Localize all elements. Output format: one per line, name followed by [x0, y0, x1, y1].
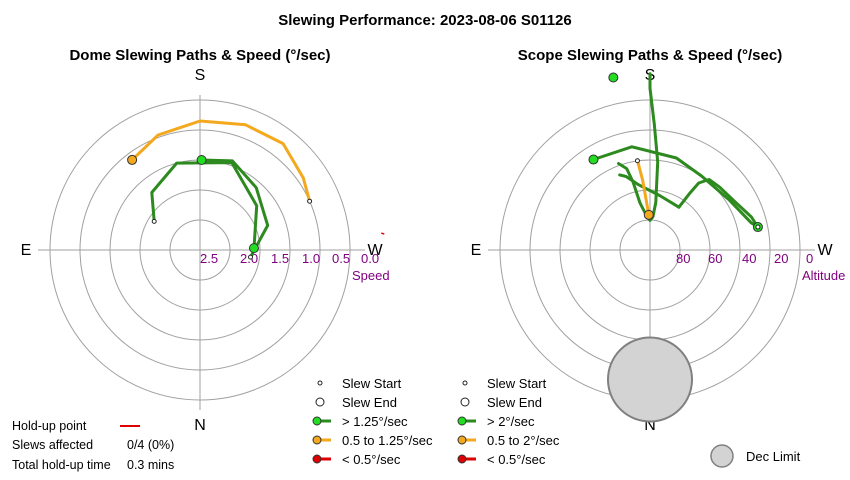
radial-tick-label: 0.0: [361, 251, 379, 266]
legend-label: Slew End: [342, 395, 397, 410]
slews-affected-label: Slews affected: [12, 438, 93, 452]
legend-label: > 2°/sec: [487, 414, 535, 429]
dome-grid: [38, 95, 365, 410]
dome-legend: Slew Start Slew End > 1.25°/sec 0.5 to 1.25…: [312, 376, 433, 467]
legend-dot-swatch: [457, 454, 467, 464]
radial-tick-label: 40: [742, 251, 756, 266]
dome-paths: [127, 119, 385, 260]
radial-tick-label: 60: [708, 251, 722, 266]
slew-path: [592, 145, 760, 229]
legend-end-symbol: [315, 397, 325, 407]
scope-compass-w: W: [817, 242, 833, 259]
radial-tick-label: 2.5: [200, 251, 218, 266]
slew-path: [677, 178, 760, 229]
legend-label: Slew End: [487, 395, 542, 410]
slew-path: [130, 119, 312, 203]
dome-compass-e: E: [21, 242, 32, 259]
scope-radial-label: Altitude: [802, 268, 845, 283]
dec-limit-circle: [607, 336, 693, 423]
slew-start-marker: [634, 158, 640, 164]
scope-paths: [588, 72, 763, 233]
legend-start-symbol: [462, 380, 468, 386]
dome-compass-w: W: [367, 242, 383, 259]
scope-legend: Slew Start Slew End > 2°/sec 0.5 to 2°/sec <…: [457, 376, 560, 467]
scope-radial-ticks: 80 60 40 20 0: [676, 251, 813, 266]
legend-label: Slew Start: [487, 376, 547, 391]
slew-start-marker: [151, 218, 157, 224]
slew-path: [150, 161, 259, 250]
dec-limit-legend: Dec Limit: [710, 444, 801, 468]
legend-dot-swatch: [457, 416, 467, 426]
dome-chart-title: Dome Slewing Paths & Speed (°/sec): [69, 47, 330, 64]
slew-end-marker: [608, 72, 619, 83]
legend-label: 0.5 to 2°/sec: [487, 433, 560, 448]
slew-path: [636, 159, 651, 217]
holdup-point-label: Hold-up point: [12, 419, 87, 433]
holdup-time-value: 0.3 mins: [127, 458, 174, 472]
dome-polar-chart: Dome Slewing Paths & Speed (°/sec) S N E…: [21, 47, 433, 467]
dec-limit-swatch: [710, 444, 734, 468]
dome-compass-s: S: [195, 67, 206, 84]
dec-limit-label: Dec Limit: [746, 449, 801, 464]
legend-dot-swatch: [312, 416, 322, 426]
dome-radial-label: Speed: [352, 268, 390, 283]
legend-end-symbol: [460, 397, 470, 407]
holdup-info: Hold-up point Slews affected 0/4 (0%) To…: [12, 419, 174, 472]
slew-start-marker: [248, 254, 254, 260]
slew-end-marker: [588, 154, 599, 165]
holdup-marker: [381, 232, 385, 235]
radial-tick-label: 80: [676, 251, 690, 266]
scope-compass-e: E: [471, 242, 482, 259]
dome-compass-n: N: [194, 417, 206, 434]
slew-path: [648, 72, 660, 222]
radial-tick-label: 1.5: [271, 251, 289, 266]
slew-end-marker: [248, 243, 259, 254]
radial-tick-label: 1.0: [302, 251, 320, 266]
scope-polar-chart: Scope Slewing Paths & Speed (°/sec) S N …: [457, 47, 845, 467]
radial-tick-label: 0: [806, 251, 813, 266]
slew-start-marker: [307, 198, 313, 204]
legend-label: Slew Start: [342, 376, 402, 391]
slews-affected-value: 0/4 (0%): [127, 438, 174, 452]
scope-chart-title: Scope Slewing Paths & Speed (°/sec): [518, 47, 782, 64]
dec-limit-region: [607, 336, 693, 423]
slew-end-marker: [196, 155, 207, 166]
legend-dot-swatch: [312, 454, 322, 464]
radial-tick-label: 0.5: [332, 251, 350, 266]
slew-start-marker: [755, 224, 761, 230]
dome-radial-ticks: 2.52.01.51.00.50.0: [200, 251, 379, 266]
legend-label: < 0.5°/sec: [487, 452, 546, 467]
legend-start-symbol: [317, 380, 323, 386]
slew-path: [200, 158, 270, 259]
legend-dot-swatch: [457, 435, 467, 445]
slew-path: [618, 173, 681, 209]
legend-dot-swatch: [312, 435, 322, 445]
slew-end-marker: [127, 154, 138, 165]
legend-label: < 0.5°/sec: [342, 452, 401, 467]
figure-title: Slewing Performance: 2023-08-06 S01126: [278, 12, 572, 29]
slew-end-marker: [643, 209, 654, 220]
legend-label: 0.5 to 1.25°/sec: [342, 433, 433, 448]
holdup-time-label: Total hold-up time: [12, 458, 111, 472]
scope-compass-n: N: [644, 417, 656, 434]
legend-label: > 1.25°/sec: [342, 414, 408, 429]
radial-tick-label: 20: [774, 251, 788, 266]
